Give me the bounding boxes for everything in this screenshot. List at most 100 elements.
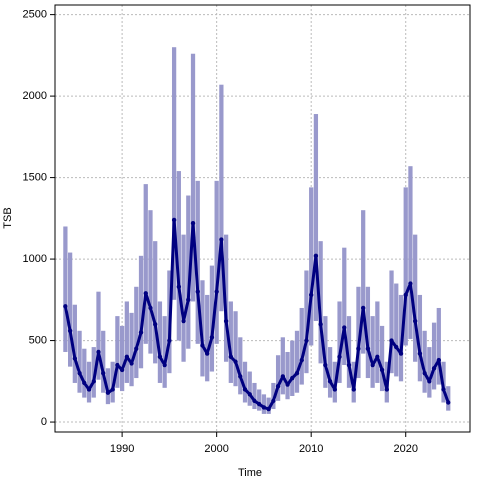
confidence-band — [375, 301, 380, 383]
point — [162, 362, 167, 368]
point — [190, 221, 196, 226]
point — [403, 292, 408, 298]
y-tick-label: 2000 — [23, 90, 47, 102]
point — [124, 354, 130, 360]
point — [360, 305, 366, 311]
y-tick-label: 500 — [29, 334, 47, 346]
point — [101, 370, 106, 376]
confidence-band — [82, 348, 87, 398]
confidence-band — [266, 397, 271, 414]
confidence-band — [72, 304, 77, 383]
confidence-band — [153, 241, 158, 364]
y-tick-label: 1500 — [23, 171, 47, 183]
point — [247, 392, 252, 397]
point — [308, 292, 314, 298]
confidence-band — [285, 351, 290, 400]
point — [346, 362, 352, 368]
point — [256, 401, 262, 407]
confidence-band — [205, 294, 210, 382]
confidence-band — [417, 294, 423, 382]
point — [167, 338, 172, 343]
confidence-band — [370, 316, 375, 388]
point — [389, 338, 394, 343]
point — [394, 344, 399, 350]
confidence-band — [257, 389, 262, 411]
confidence-band — [318, 241, 323, 364]
point — [204, 351, 210, 356]
confidence-band — [313, 114, 319, 322]
confidence-band — [214, 180, 219, 344]
point — [200, 343, 205, 348]
point — [91, 379, 96, 384]
point — [223, 318, 229, 324]
point — [219, 237, 224, 242]
point — [327, 379, 333, 384]
confidence-band — [275, 355, 281, 401]
confidence-band — [403, 187, 408, 346]
point — [157, 354, 163, 360]
confidence-band — [134, 286, 139, 379]
point — [181, 318, 186, 324]
x-tick-label: 2000 — [204, 443, 228, 455]
point — [446, 400, 451, 405]
point — [318, 322, 323, 327]
point — [323, 362, 328, 368]
confidence-band — [181, 234, 186, 362]
x-tick-label: 2010 — [299, 443, 323, 455]
confidence-band — [219, 84, 224, 312]
point — [82, 380, 87, 386]
point — [67, 328, 73, 333]
confidence-band — [356, 286, 361, 379]
confidence-band — [138, 255, 144, 369]
point — [129, 361, 134, 366]
confidence-band — [365, 286, 371, 379]
point — [171, 217, 177, 223]
confidence-band — [186, 195, 191, 349]
point — [238, 374, 243, 379]
point — [77, 370, 82, 376]
confidence-band — [96, 291, 101, 380]
point — [422, 370, 427, 376]
point — [299, 357, 304, 363]
x-tick-label: 1990 — [110, 443, 134, 455]
point — [351, 387, 356, 392]
point — [290, 375, 295, 381]
point — [72, 356, 78, 361]
point — [119, 367, 125, 373]
confidence-band — [342, 247, 347, 366]
confidence-band — [162, 316, 167, 388]
point — [427, 379, 432, 384]
confidence-band — [299, 307, 304, 385]
confidence-band — [290, 340, 295, 396]
confidence-band — [261, 394, 267, 414]
confidence-band — [309, 187, 314, 346]
y-axis-label: TSB — [2, 207, 14, 228]
confidence-band — [157, 301, 163, 383]
point — [275, 384, 281, 389]
y-tick-label: 0 — [41, 416, 47, 428]
point — [370, 362, 375, 368]
confidence-band — [394, 283, 399, 377]
point — [342, 325, 347, 330]
point — [337, 354, 342, 360]
point — [398, 351, 404, 356]
confidence-band — [195, 180, 200, 344]
point — [412, 318, 418, 324]
confidence-band — [148, 210, 153, 354]
confidence-band — [171, 47, 177, 300]
confidence-band — [408, 166, 413, 339]
point — [431, 366, 437, 371]
confidence-band — [422, 330, 427, 393]
line — [63, 218, 450, 411]
point — [214, 289, 219, 294]
point — [110, 387, 115, 392]
point — [242, 387, 248, 392]
point — [186, 297, 191, 303]
point — [313, 253, 319, 259]
confidence-band — [247, 371, 252, 406]
confidence-band — [304, 270, 309, 374]
point — [379, 367, 385, 373]
point — [280, 374, 286, 379]
confidence-band — [280, 337, 285, 395]
confidence-band — [115, 316, 120, 388]
